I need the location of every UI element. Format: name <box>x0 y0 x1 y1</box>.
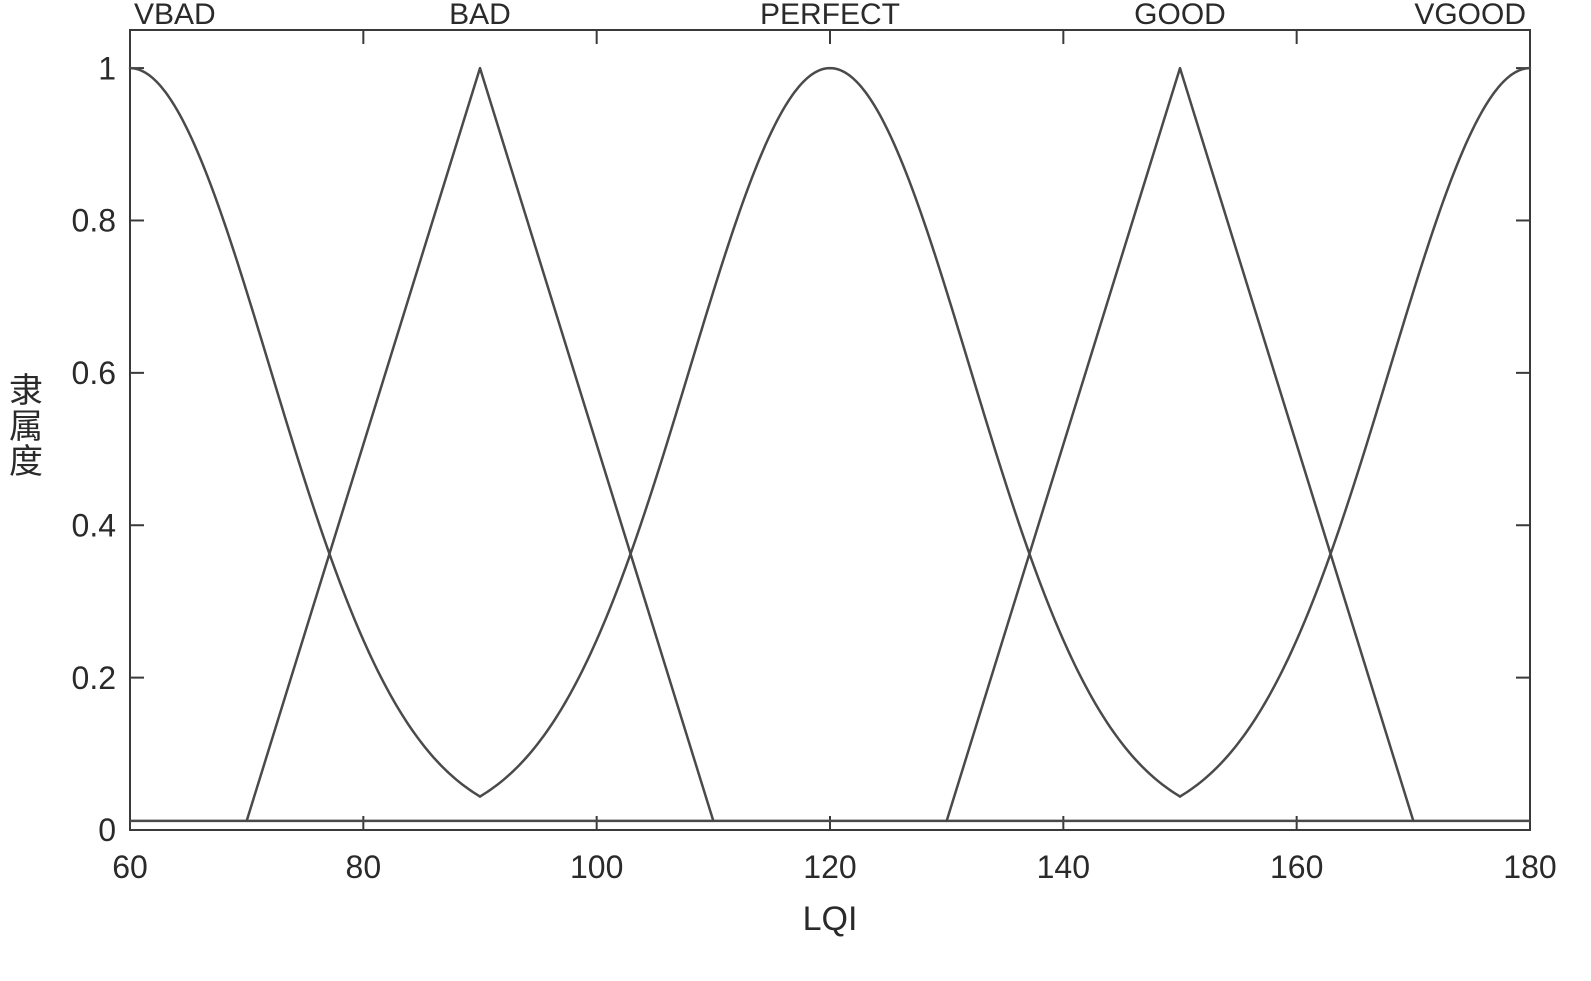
y-tick-label: 0.4 <box>72 507 116 543</box>
x-tick-label: 160 <box>1270 849 1323 885</box>
curve-vbad <box>130 68 480 796</box>
fuzzy-set-label: VBAD <box>134 0 216 31</box>
x-tick-label: 140 <box>1037 849 1090 885</box>
x-axis-label: LQI <box>803 900 858 938</box>
y-axis-label: 隶属度 <box>6 374 46 481</box>
plot-box <box>130 30 1530 830</box>
x-tick-label: 180 <box>1503 849 1556 885</box>
chart-svg: 60 80 100 120 140 160 180 0 0.2 0.4 0.6 0.8 1 LQI VBAD… <box>0 0 1591 981</box>
y-tick-label: 0.6 <box>72 355 116 391</box>
x-tick-label: 60 <box>112 849 148 885</box>
y-tick-label: 0 <box>98 812 116 848</box>
curve-perfect <box>480 68 1180 796</box>
y-axis-label-char: 度 <box>6 445 46 481</box>
y-tick-label: 0.2 <box>72 660 116 696</box>
curve-vgood <box>1180 68 1530 796</box>
y-axis-label-char: 隶 <box>6 374 46 410</box>
fuzzy-set-label: GOOD <box>1134 0 1226 31</box>
y-axis-label-char: 属 <box>6 410 46 446</box>
fuzzy-set-label: BAD <box>449 0 511 31</box>
fuzzy-set-label: VGOOD <box>1414 0 1526 31</box>
x-tick-label: 120 <box>803 849 856 885</box>
curve-good <box>947 68 1414 821</box>
x-tick-label: 100 <box>570 849 623 885</box>
curve-bad <box>247 68 714 821</box>
y-tick-label: 0.8 <box>72 203 116 239</box>
membership-chart: 60 80 100 120 140 160 180 0 0.2 0.4 0.6 0.8 1 LQI VBAD… <box>0 0 1591 981</box>
y-tick-label: 1 <box>98 50 116 86</box>
x-tick-label: 80 <box>346 849 382 885</box>
fuzzy-set-label: PERFECT <box>760 0 900 31</box>
